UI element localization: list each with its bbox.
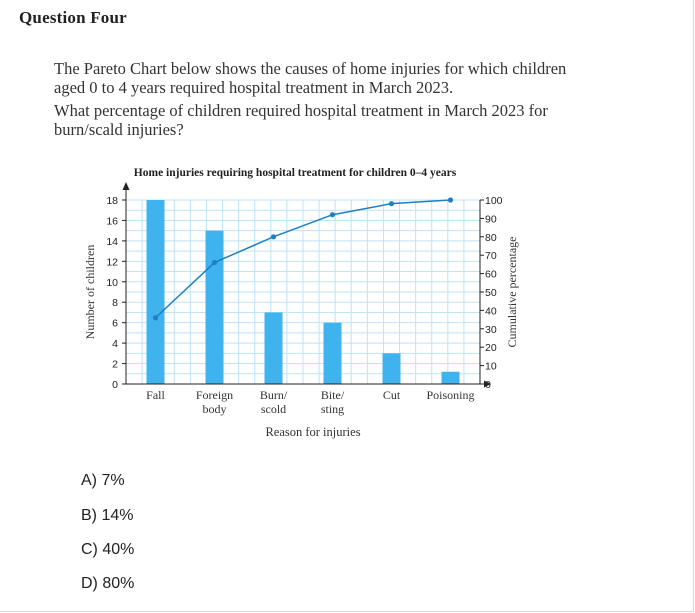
question-title: Question Four [19,8,127,27]
left-axis-tick-label: 14 [106,236,118,248]
left-axis-tick-label: 16 [106,215,118,227]
left-axis-tick-label: 18 [106,195,118,207]
left-axis-tick-label: 12 [106,256,118,268]
bar [205,230,224,384]
option-b[interactable]: B) 14% [81,507,134,524]
left-axis-tick-label: 4 [112,338,118,350]
x-axis-title: Reason for injuries [265,425,360,439]
right-axis-tick-label: 100 [485,195,503,207]
left-axis-tick-label: 8 [112,297,118,309]
bar [441,371,460,384]
cumulative-point [211,259,218,266]
left-axis-arrow [122,182,130,190]
bar [146,200,165,384]
x-axis-category-label: Bite/ [321,388,345,402]
cumulative-point [329,212,336,218]
right-axis-tick-label: 30 [485,324,497,336]
cumulative-point [447,197,454,203]
cumulative-line [154,199,451,319]
right-axis-tick-label: 60 [485,269,497,281]
left-axis-tick-label: 10 [106,277,118,289]
x-axis-category-label: Fall [146,388,165,402]
bar [323,322,342,384]
right-axis-tick-label: 50 [485,287,497,299]
x-axis-category-label: Cut [383,388,401,402]
cumulative-point [388,201,395,207]
question-text-line: burn/scald injuries? [54,120,184,139]
question-text-line: The Pareto Chart below shows the causes … [54,59,567,78]
right-axis-tick-label: 90 [485,213,497,225]
left-axis-tick-label: 6 [112,318,118,330]
left-axis-tick-label: 0 [112,379,118,391]
option-a[interactable]: A) 7% [81,472,125,489]
left-axis-title: Number of children [83,245,97,340]
question-text-line: aged 0 to 4 years required hospital trea… [54,78,454,97]
cumulative-point [152,315,159,321]
right-axis-tick-label: 0 [485,379,491,391]
option-c[interactable]: C) 40% [81,541,135,558]
pareto-chart: 0 2 4 6 8 10 12 14 16 18 0 10 20 30 40 50 60 70 80 90 100 Fal… [83,167,519,439]
chart-title: Home injuries requiring hospital treatme… [134,167,457,179]
question-text-line: What percentage of children required hos… [54,101,548,120]
x-axis-category-label: body [203,402,227,416]
x-axis-category-label: Burn/ [260,388,288,402]
cumulative-point [270,234,277,240]
x-axis-category-label: Poisoning [426,388,474,402]
x-axis-category-label: sting [321,402,344,416]
right-axis-tick-label: 80 [485,232,497,244]
right-axis-tick-label: 10 [485,361,497,373]
right-axis-tick-label: 40 [485,305,497,317]
x-axis-category-label: scold [261,402,286,416]
right-axis-tick-label: 70 [485,250,497,262]
left-axis-tick-label: 2 [112,359,118,371]
right-axis-tick-label: 20 [485,342,497,354]
x-axis-arrow [484,380,491,388]
bar [382,353,401,384]
right-axis-title: Cumulative percentage [505,237,519,348]
bar [264,312,283,384]
option-d[interactable]: D) 80% [81,575,135,592]
x-axis-category-label: Foreign [196,388,233,402]
